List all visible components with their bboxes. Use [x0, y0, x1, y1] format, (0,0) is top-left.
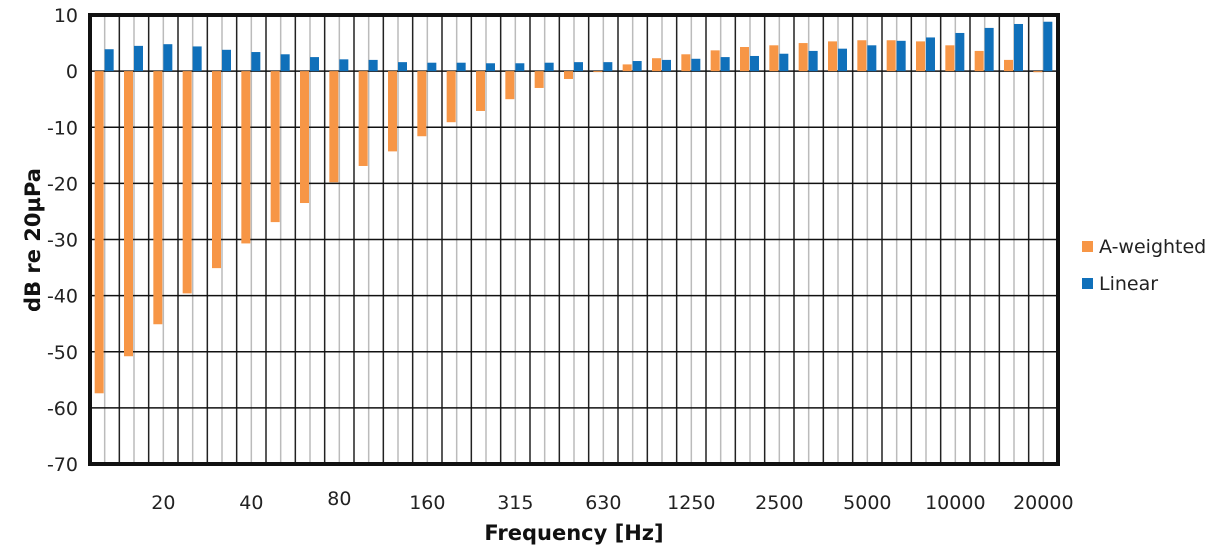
bar-linear — [486, 63, 495, 72]
y-tick-label: -10 — [47, 117, 78, 139]
y-tick-labels: 10 0 -10 -20 -30 -40 -50 -60 -70 — [47, 5, 78, 476]
legend-swatch — [1082, 278, 1093, 289]
bar-a-weighted — [241, 71, 251, 244]
bars — [94, 21, 1053, 394]
bar-linear — [310, 57, 319, 72]
bar-linear — [926, 37, 935, 72]
bar-a-weighted — [593, 71, 603, 73]
bar-linear — [427, 62, 437, 72]
bar-linear — [339, 59, 349, 72]
y-tick-label: -30 — [47, 230, 78, 252]
bar-a-weighted — [417, 71, 427, 137]
bar-linear — [134, 45, 143, 72]
legend-swatch — [1082, 241, 1093, 252]
bar-a-weighted — [769, 45, 779, 72]
bar-a-weighted — [652, 58, 661, 72]
bar-linear — [104, 49, 114, 72]
bar-linear — [163, 44, 173, 72]
bar-a-weighted — [622, 64, 632, 72]
bar-a-weighted — [358, 71, 368, 166]
x-tick-labels: 20 40 80 160 315 630 1250 2500 5000 10000 20000 — [151, 488, 1073, 514]
bar-a-weighted — [681, 54, 691, 72]
bar-a-weighted — [388, 71, 397, 152]
x-tick-label: 20 — [151, 492, 175, 514]
bar-a-weighted — [534, 71, 544, 88]
bar-a-weighted — [1004, 59, 1013, 72]
legend-label: A-weighted — [1099, 236, 1206, 258]
legend: A-weighted Linear — [1082, 236, 1206, 295]
bar-linear — [808, 50, 818, 72]
bar-a-weighted — [505, 71, 515, 100]
x-axis-label: Frequency [Hz] — [484, 521, 663, 545]
bar-linear — [838, 48, 847, 72]
bar-linear — [720, 57, 730, 72]
bar-a-weighted — [212, 71, 221, 269]
bar-linear — [1014, 23, 1023, 72]
bar-a-weighted — [916, 41, 925, 72]
bar-linear — [662, 59, 671, 72]
bar-linear — [398, 62, 407, 72]
bar-linear — [280, 54, 290, 72]
bar-a-weighted — [300, 71, 309, 204]
y-tick-label: 0 — [66, 61, 78, 83]
bar-linear — [955, 32, 965, 72]
y-tick-label: -50 — [47, 342, 78, 364]
bar-a-weighted — [329, 71, 339, 183]
bar-linear — [574, 62, 583, 72]
x-tick-label: 1250 — [667, 492, 715, 514]
bar-a-weighted — [476, 71, 485, 111]
bar-linear — [984, 27, 994, 72]
legend-label: Linear — [1099, 273, 1158, 295]
bar-a-weighted — [446, 71, 456, 123]
bar-linear — [632, 61, 642, 72]
x-tick-label: 315 — [497, 492, 533, 514]
bar-a-weighted — [564, 71, 573, 79]
bar-linear — [750, 55, 759, 72]
y-tick-label: -40 — [47, 286, 78, 308]
bar-a-weighted — [857, 40, 867, 72]
bar-a-weighted — [153, 71, 163, 325]
bar-linear — [192, 46, 202, 72]
bar-linear — [1043, 21, 1053, 72]
y-tick-label: -60 — [47, 398, 78, 420]
bar-linear — [603, 62, 613, 72]
bar-linear — [896, 40, 906, 72]
bar-a-weighted — [798, 43, 808, 72]
y-tick-label: -20 — [47, 173, 78, 195]
bar-a-weighted — [1033, 71, 1043, 73]
bar-a-weighted — [974, 50, 984, 72]
bar-a-weighted — [182, 71, 192, 294]
bar-linear — [867, 45, 877, 72]
grid — [89, 14, 1059, 465]
bar-linear — [368, 59, 378, 72]
x-tick-label: 5000 — [843, 492, 891, 514]
bar-a-weighted — [740, 46, 749, 72]
bar-a-weighted — [828, 41, 837, 72]
bar-linear — [779, 53, 789, 72]
x-tick-label: 10000 — [925, 492, 985, 514]
bar-linear — [544, 62, 554, 72]
bar-linear — [515, 63, 525, 72]
plot-border — [88, 13, 1060, 466]
bar-linear — [222, 49, 231, 72]
bar-a-weighted — [945, 45, 955, 72]
x-tick-label: 160 — [409, 492, 445, 514]
bar-linear — [691, 58, 701, 72]
bar-a-weighted — [710, 50, 720, 72]
bar-a-weighted — [124, 71, 133, 357]
y-tick-label: -70 — [47, 454, 78, 476]
bar-a-weighted — [94, 71, 104, 394]
x-tick-label: 2500 — [755, 492, 803, 514]
x-tick-label: 80 — [327, 488, 351, 510]
y-tick-label: 10 — [54, 5, 78, 27]
x-tick-label: 40 — [239, 492, 263, 514]
bar-linear — [456, 62, 466, 72]
bar-a-weighted — [270, 71, 280, 223]
y-axis-label: dB re 20µPa — [21, 168, 45, 312]
x-tick-label: 20000 — [1013, 492, 1073, 514]
x-tick-label: 630 — [585, 492, 621, 514]
bar-linear — [251, 52, 261, 72]
bar-a-weighted — [886, 40, 896, 72]
